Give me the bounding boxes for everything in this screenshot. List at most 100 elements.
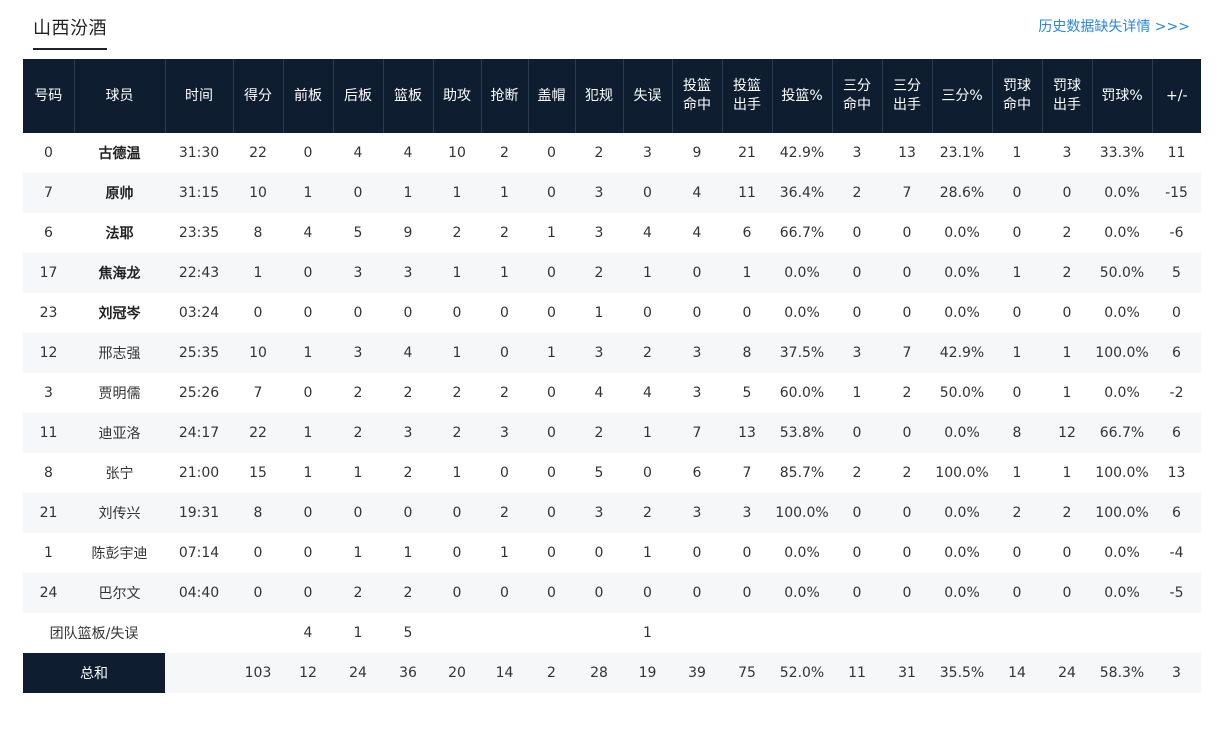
stat-cell: 4 — [403, 145, 413, 161]
column-header: 篮板 — [382, 59, 433, 133]
stat-cell: 10 — [233, 173, 283, 213]
stat-cell: 3 — [383, 253, 433, 293]
stat-cell: 2 — [1042, 493, 1092, 533]
column-header: 三分 命中 — [831, 59, 882, 133]
totals-label: 总和 — [23, 653, 165, 693]
stat-cell: 2 — [452, 385, 462, 401]
stat-cell: 1 — [1012, 145, 1022, 161]
stat-cell: 2 — [1062, 225, 1072, 241]
column-header: 罚球% — [1091, 59, 1152, 133]
stat-cell: 50.0% — [939, 385, 985, 401]
stat-cell: 36.4% — [772, 173, 832, 213]
stat-cell: 25:26 — [178, 385, 220, 401]
stat-cell: 0 — [1062, 305, 1072, 321]
stat-cell: 1 — [722, 253, 772, 293]
stat-cell: 0 — [547, 465, 556, 481]
team-rebounds-turnovers-row: 团队篮板/失误 4 1 5 1 — [23, 613, 1201, 653]
stat-cell: 0.0% — [784, 305, 820, 321]
stat-cell: 3 — [643, 145, 652, 161]
team-reb: 5 — [383, 613, 433, 653]
stat-cell — [481, 613, 528, 653]
stat-cell: 2 — [575, 413, 623, 453]
stat-cell: 37.5% — [772, 333, 832, 373]
stat-cell: 85.7% — [779, 465, 825, 481]
stat-cell: 1 — [1062, 385, 1072, 401]
total-stat-cell: 103 — [233, 653, 283, 693]
stat-cell: 1 — [283, 333, 333, 373]
stat-cell: 1 — [1012, 465, 1022, 481]
stat-cell: 0 — [333, 493, 383, 533]
stat-cell: 21 — [738, 145, 756, 161]
stat-cell: 0 — [1012, 545, 1022, 561]
stat-cell: 0.0% — [932, 253, 992, 293]
jersey-number: 17 — [23, 253, 74, 293]
stat-cell: 4 — [643, 225, 652, 241]
stat-cell: 0 — [283, 253, 333, 293]
stat-cell — [772, 613, 832, 653]
column-header: 后板 — [332, 59, 383, 133]
stat-cell: 4 — [594, 385, 604, 401]
player-row: 6 法耶 23:35 8 4 5 9 2 2 1 3 4 4 6 66.7% 0 0 0.0% 0 2 0.0% -6 — [23, 213, 1201, 253]
stat-cell: 1 — [992, 253, 1042, 293]
player-name: 焦海龙 — [74, 253, 165, 293]
stat-cell: 1 — [852, 385, 862, 401]
stat-cell: 42.9% — [932, 333, 992, 373]
team-tab-shanxi[interactable]: 山西汾酒 — [33, 14, 107, 50]
stat-cell: 0 — [643, 465, 652, 481]
stat-cell — [932, 613, 992, 653]
stat-cell: 0 — [882, 493, 932, 533]
stat-cell: 5 — [594, 465, 604, 481]
stat-cell: 50.0% — [1092, 253, 1152, 293]
stat-cell: 53.8% — [772, 413, 832, 453]
jersey-number: 0 — [44, 145, 53, 161]
stat-cell: 1 — [1042, 333, 1092, 373]
stat-cell: 0 — [528, 173, 575, 213]
stat-cell: 0 — [594, 545, 604, 561]
team-off-reb: 4 — [283, 613, 333, 653]
stat-cell: 0 — [882, 413, 932, 453]
stat-cell — [722, 613, 772, 653]
stat-cell: 1 — [433, 173, 481, 213]
stat-cell: 0.0% — [772, 573, 832, 613]
stat-cell: 0 — [1012, 385, 1022, 401]
stat-cell: 0 — [1012, 225, 1022, 241]
stat-cell: 0.0% — [932, 573, 992, 613]
stat-cell: 2 — [623, 493, 672, 533]
stat-cell: 0.0% — [932, 413, 992, 453]
stat-cell — [1092, 613, 1152, 653]
column-header: 时间 — [164, 59, 233, 133]
player-row: 3 贾明儒 25:26 7 0 2 2 2 2 0 4 4 3 5 60.0% 1 2 50.0% 0 1 0.0% -2 — [23, 373, 1201, 413]
stat-cell: 04:40 — [165, 573, 233, 613]
history-missing-data-link[interactable]: 历史数据缺失详情 >>> — [1038, 19, 1190, 35]
stat-cell: 0 — [452, 545, 462, 561]
jersey-number: 21 — [23, 493, 74, 533]
stat-cell: 1 — [992, 333, 1042, 373]
stat-cell: 3 — [722, 493, 772, 533]
team-def-reb: 1 — [333, 613, 383, 653]
stat-cell: 2 — [575, 253, 623, 293]
stat-cell: 0 — [528, 413, 575, 453]
stat-cell: 100.0% — [1095, 465, 1149, 481]
stat-cell: 9 — [403, 225, 413, 241]
stat-cell: 7 — [672, 413, 722, 453]
stat-cell: 3 — [383, 413, 433, 453]
stat-cell: -5 — [1152, 573, 1201, 613]
stat-cell: 2 — [902, 465, 912, 481]
stat-cell: 4 — [643, 385, 652, 401]
jersey-number: 24 — [23, 573, 74, 613]
stat-cell: 6 — [1152, 333, 1201, 373]
column-header: 盖帽 — [527, 59, 575, 133]
column-header: 投篮 命中 — [671, 59, 722, 133]
stat-cell: 3 — [575, 173, 623, 213]
stat-cell: 31:30 — [178, 145, 220, 161]
stat-cell: 3 — [692, 385, 702, 401]
stat-cell: 33.3% — [1099, 145, 1145, 161]
stat-cell — [575, 613, 623, 653]
jersey-number: 1 — [44, 545, 53, 561]
player-row: 17 焦海龙 22:43 1 0 3 3 1 1 0 2 1 0 1 0.0% 0 0 0.0% 1 2 50.0% 5 — [23, 253, 1201, 293]
stat-cell: 1 — [353, 545, 363, 561]
column-header: 助攻 — [432, 59, 481, 133]
stat-cell: 0 — [383, 493, 433, 533]
jersey-number: 12 — [23, 333, 74, 373]
stat-cell: 66.7% — [1092, 413, 1152, 453]
